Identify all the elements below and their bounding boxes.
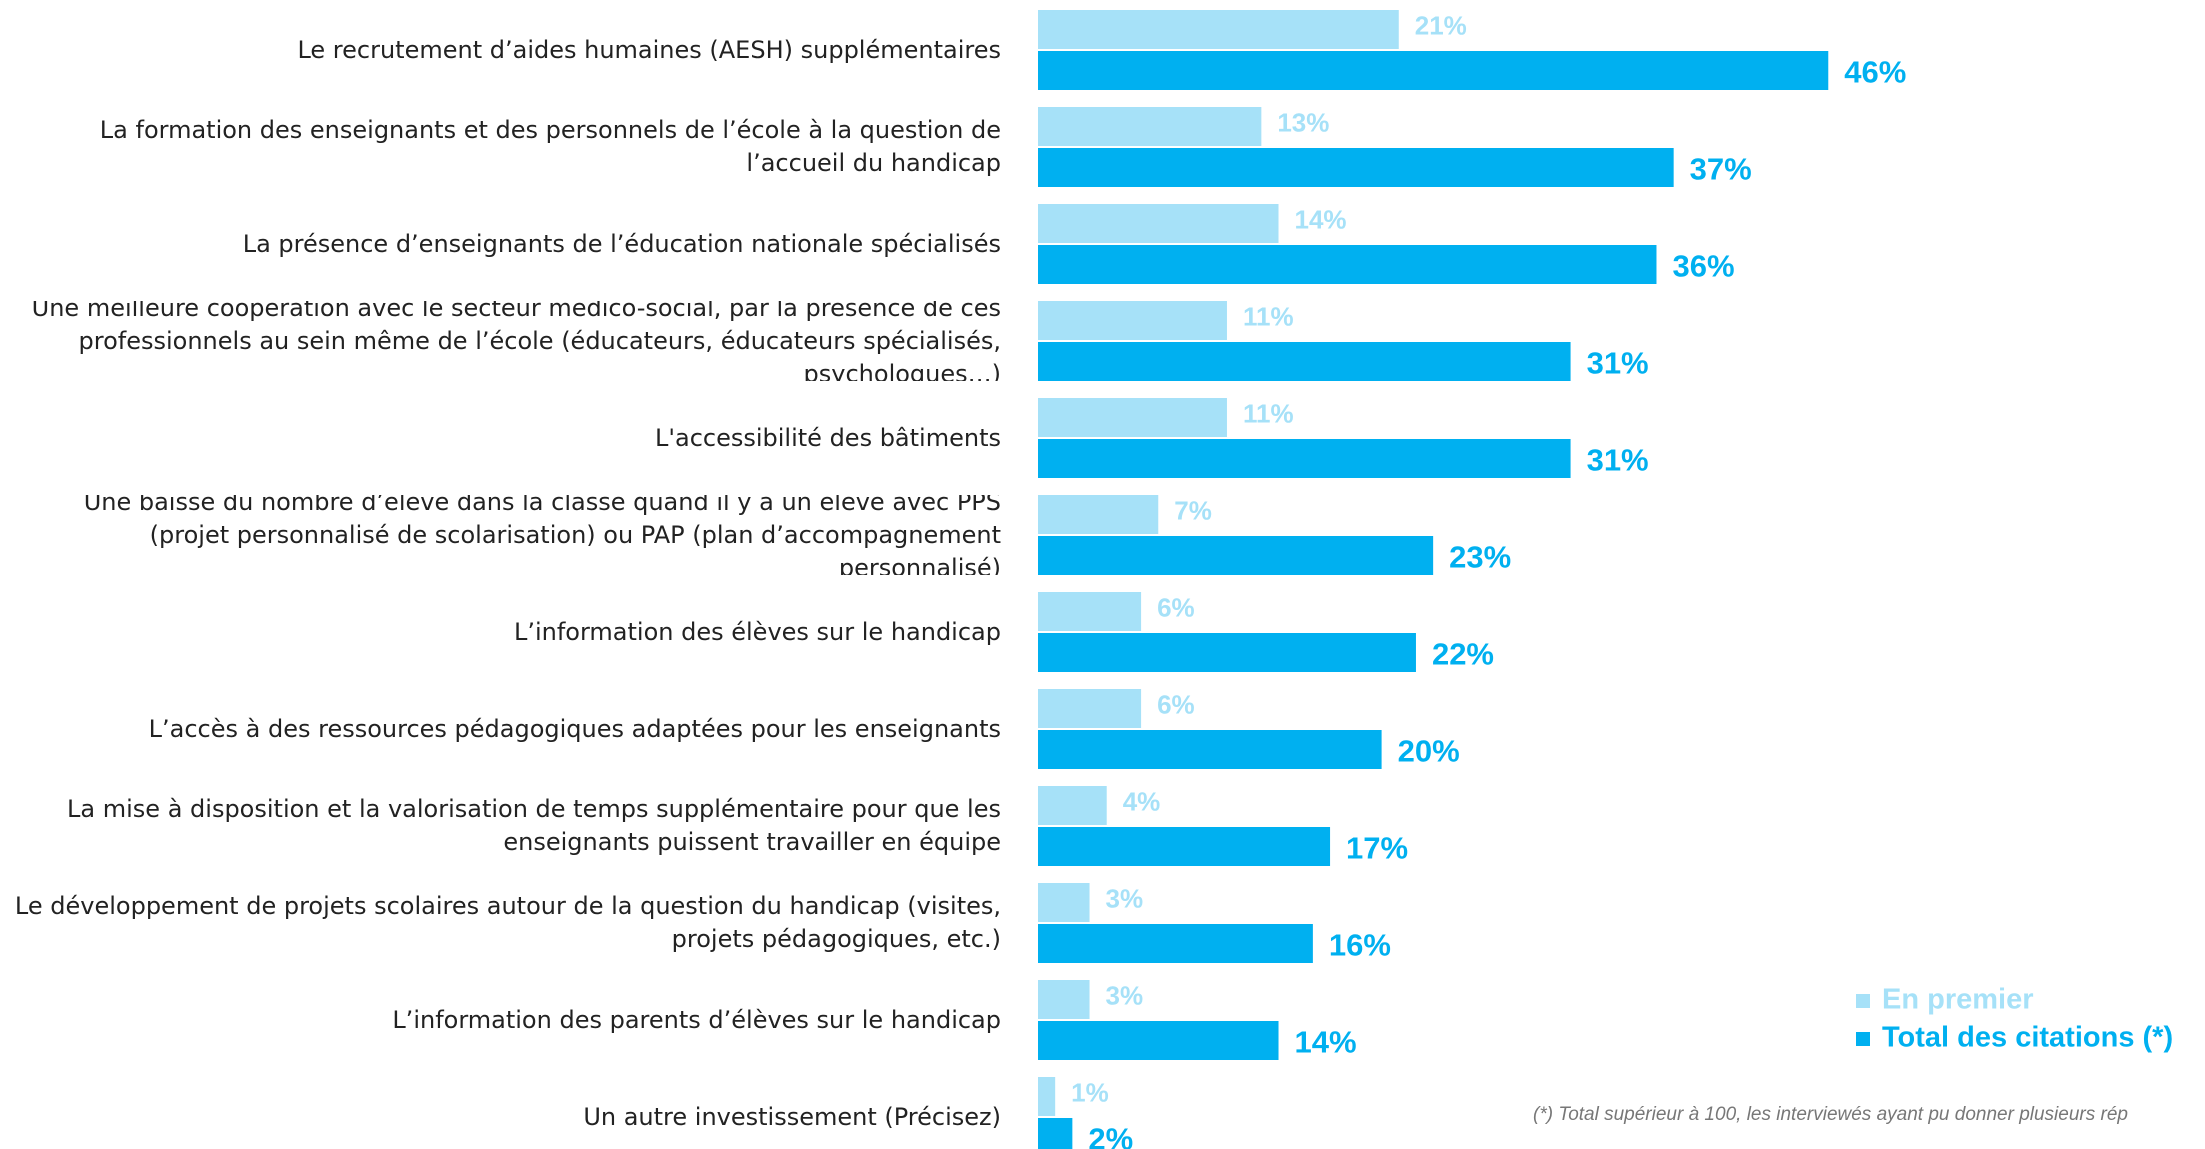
bar bbox=[1038, 730, 1382, 769]
category-label-box: L’accès à des ressources pédagogiques ad… bbox=[148, 714, 1001, 743]
bar bbox=[1038, 107, 1262, 146]
value-label: 14% bbox=[1295, 204, 1347, 234]
category-label: Une meilleure coopération avec le secteu… bbox=[31, 301, 1001, 381]
category-label: Le développement de projets scolaires au… bbox=[14, 892, 1001, 953]
value-label: 3% bbox=[1106, 883, 1144, 913]
value-label: 13% bbox=[1277, 107, 1329, 137]
bar bbox=[1038, 536, 1434, 575]
category-label-box: Un autre investissement (Précisez) bbox=[583, 1102, 1001, 1131]
category-label: Le recrutement d’aides humaines (AESH) s… bbox=[297, 35, 1001, 64]
bar bbox=[1038, 204, 1279, 243]
bar bbox=[1038, 148, 1674, 187]
value-label: 31% bbox=[1587, 443, 1649, 478]
bar bbox=[1038, 883, 1090, 922]
category-label: La formation des enseignants et des pers… bbox=[99, 116, 1001, 177]
value-label: 23% bbox=[1449, 540, 1511, 575]
value-label: 37% bbox=[1690, 152, 1752, 187]
bar bbox=[1038, 495, 1159, 534]
category-label-box: Le recrutement d’aides humaines (AESH) s… bbox=[297, 35, 1001, 64]
value-label: 31% bbox=[1587, 346, 1649, 381]
bar bbox=[1038, 689, 1142, 728]
value-label: 11% bbox=[1243, 301, 1294, 331]
category-label: L’information des parents d’élèves sur l… bbox=[392, 1005, 1001, 1034]
value-label: 2% bbox=[1088, 1122, 1133, 1149]
bar bbox=[1038, 51, 1829, 90]
value-label: 7% bbox=[1174, 495, 1212, 525]
value-label: 11% bbox=[1243, 398, 1294, 428]
value-label: 6% bbox=[1157, 592, 1195, 622]
bar bbox=[1038, 1077, 1056, 1116]
bar bbox=[1038, 633, 1416, 672]
category-label-box: La formation des enseignants et des pers… bbox=[99, 116, 1001, 177]
category-label-box: L’information des parents d’élèves sur l… bbox=[392, 1005, 1001, 1034]
footnote: (*) Total supérieur à 100, les interview… bbox=[1533, 1104, 2128, 1125]
category-label-box: L’information des élèves sur le handicap bbox=[513, 617, 1001, 646]
category-label: L'accessibilité des bâtiments bbox=[655, 423, 1001, 452]
value-label: 3% bbox=[1106, 980, 1144, 1010]
value-label: 16% bbox=[1329, 928, 1391, 963]
category-label-box: La mise à disposition et la valorisation… bbox=[67, 795, 1001, 856]
category-label-box: Le développement de projets scolaires au… bbox=[14, 892, 1001, 953]
value-label: 20% bbox=[1398, 734, 1460, 769]
value-label: 36% bbox=[1672, 249, 1734, 284]
category-label: La présence d’enseignants de l’éducation… bbox=[242, 229, 1001, 258]
bar bbox=[1038, 301, 1227, 340]
category-label-box: La présence d’enseignants de l’éducation… bbox=[242, 229, 1001, 258]
bar bbox=[1038, 980, 1090, 1019]
value-label: 14% bbox=[1295, 1025, 1357, 1060]
bar bbox=[1038, 924, 1313, 963]
value-label: 21% bbox=[1415, 10, 1467, 40]
value-label: 17% bbox=[1346, 831, 1408, 866]
value-label: 22% bbox=[1432, 637, 1494, 672]
category-label-box: L'accessibilité des bâtiments bbox=[655, 423, 1001, 452]
legend-label: Total des citations (*) bbox=[1882, 1022, 2173, 1054]
value-label: 46% bbox=[1844, 55, 1906, 90]
bar bbox=[1038, 10, 1399, 49]
bar bbox=[1038, 592, 1142, 631]
legend-swatch bbox=[1856, 994, 1870, 1008]
bar bbox=[1038, 342, 1571, 381]
bar bbox=[1038, 245, 1657, 284]
category-label: La mise à disposition et la valorisation… bbox=[67, 795, 1001, 856]
category-label-box: Une meilleure coopération avec le secteu… bbox=[31, 301, 1001, 381]
bar bbox=[1038, 786, 1107, 825]
category-label-box: Une baisse du nombre d’élève dans la cla… bbox=[83, 495, 1001, 575]
category-label: Une baisse du nombre d’élève dans la cla… bbox=[83, 495, 1001, 575]
bar bbox=[1038, 1021, 1279, 1060]
legend-swatch bbox=[1856, 1032, 1870, 1046]
bar bbox=[1038, 1118, 1073, 1149]
value-label: 4% bbox=[1123, 786, 1161, 816]
value-label: 1% bbox=[1071, 1077, 1109, 1107]
category-label: L’accès à des ressources pédagogiques ad… bbox=[148, 714, 1001, 743]
category-label: L’information des élèves sur le handicap bbox=[513, 617, 1001, 646]
bar bbox=[1038, 827, 1331, 866]
category-label: Un autre investissement (Précisez) bbox=[583, 1102, 1001, 1131]
bar bbox=[1038, 439, 1571, 478]
legend-label: En premier bbox=[1882, 984, 2034, 1016]
value-label: 6% bbox=[1157, 689, 1195, 719]
bar bbox=[1038, 398, 1227, 437]
